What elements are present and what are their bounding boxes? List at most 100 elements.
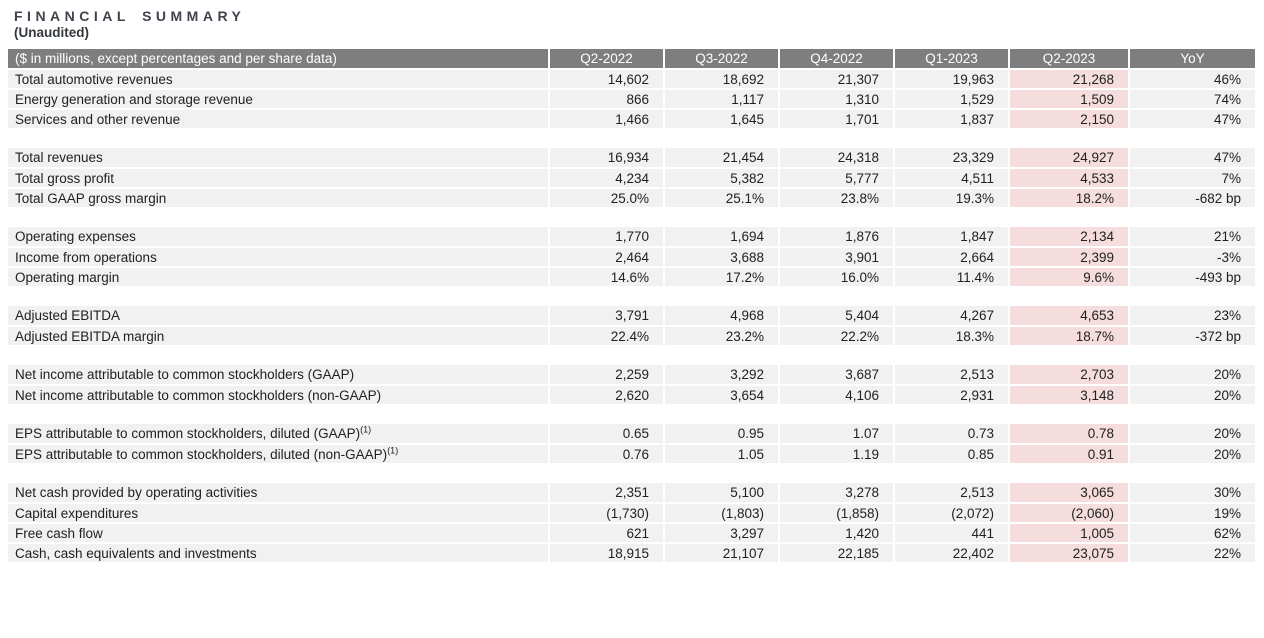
cell-yoy: 20% [1128,365,1255,386]
cell-value: 3,654 [663,385,779,406]
cell-yoy: 21% [1128,227,1255,248]
cell-value: 3,148 [1008,385,1129,406]
table-row: Cash, cash equivalents and investments 18… [8,543,1255,564]
column-header-q4-2022: Q4-2022 [778,49,894,70]
row-label: Adjusted EBITDA [8,306,549,327]
cell-value: 4,511 [893,168,1009,189]
table-row: Total revenues 16,934 21,454 24,318 23,329 24… [8,148,1255,169]
cell-value: 2,150 [1008,109,1129,130]
cell-value: 1,876 [778,227,894,248]
cell-value: 1,770 [548,227,664,248]
cell-value: 1,310 [778,89,894,110]
cell-yoy: 20% [1128,385,1255,406]
row-label: EPS attributable to common stockholders,… [8,424,549,445]
table-row: Total GAAP gross margin 25.0% 25.1% 23.8% 19… [8,188,1255,209]
cell-value: 2,931 [893,385,1009,406]
cell-value: 3,901 [778,247,894,268]
table-body: Total automotive revenues 14,602 18,692 21,… [8,69,1255,564]
cell-value: 2,464 [548,247,664,268]
cell-value: 3,297 [663,523,779,544]
cell-value: 1,694 [663,227,779,248]
cell-value: 621 [548,523,664,544]
cell-value: 23,329 [893,148,1009,169]
table-row: Net cash provided by operating activitie… [8,483,1255,504]
cell-value: (1,803) [663,503,779,524]
spacer-cell [8,346,1255,365]
row-label: Free cash flow [8,523,549,544]
row-label: Operating margin [8,267,549,288]
cell-yoy: 46% [1128,69,1255,90]
row-label: Total gross profit [8,168,549,189]
cell-value: 1,466 [548,109,664,130]
spacer-cell [8,464,1255,483]
cell-value: 866 [548,89,664,110]
cell-yoy: 47% [1128,109,1255,130]
row-label: Income from operations [8,247,549,268]
footnote-marker: (1) [387,445,399,455]
cell-value: 1,117 [663,89,779,110]
cell-value: 18.3% [893,326,1009,347]
financial-summary-page: FINANCIAL SUMMARY (Unaudited) ($ in mill… [8,8,1255,564]
table-row: Capital expenditures (1,730) (1,803) (1,858… [8,503,1255,524]
cell-value: 17.2% [663,267,779,288]
section-spacer [8,346,1255,365]
cell-value: 9.6% [1008,267,1129,288]
cell-value: 16,934 [548,148,664,169]
cell-yoy: 20% [1128,444,1255,465]
row-label: Net cash provided by operating activitie… [8,483,549,504]
financial-summary-table: ($ in millions, except percentages and p… [8,49,1255,564]
cell-value: 14.6% [548,267,664,288]
row-label: Capital expenditures [8,503,549,524]
cell-value: 22,402 [893,543,1009,564]
cell-value: 14,602 [548,69,664,90]
cell-value: 0.65 [548,424,664,445]
spacer-cell [8,208,1255,227]
cell-value: 0.78 [1008,424,1129,445]
section-spacer [8,405,1255,424]
cell-value: 2,620 [548,385,664,406]
table-row: Net income attributable to common stockh… [8,385,1255,406]
cell-value: 4,106 [778,385,894,406]
cell-value: 441 [893,523,1009,544]
table-row: Income from operations 2,464 3,688 3,901 2,6… [8,247,1255,268]
page-title: FINANCIAL SUMMARY [14,8,246,24]
table-row: Total automotive revenues 14,602 18,692 21,… [8,69,1255,90]
cell-value: (2,060) [1008,503,1129,524]
row-label: Energy generation and storage revenue [8,89,549,110]
cell-value: 18.2% [1008,188,1129,209]
column-header-q1-2023: Q1-2023 [893,49,1009,70]
cell-value: 0.76 [548,444,664,465]
table-row: Energy generation and storage revenue 866… [8,89,1255,110]
table-row: Services and other revenue 1,466 1,645 1,70… [8,109,1255,130]
spacer-cell [8,287,1255,306]
spacer-cell [8,405,1255,424]
table-row: EPS attributable to common stockholders,… [8,444,1255,465]
table-header: ($ in millions, except percentages and p… [8,49,1255,70]
section-spacer [8,464,1255,483]
table-row: Operating margin 14.6% 17.2% 16.0% 11.4% 9.6%… [8,267,1255,288]
cell-value: (1,730) [548,503,664,524]
cell-value: 1,509 [1008,89,1129,110]
cell-value: 23.2% [663,326,779,347]
cell-yoy: 19% [1128,503,1255,524]
row-label: Services and other revenue [8,109,549,130]
cell-value: 1.05 [663,444,779,465]
cell-yoy: -682 bp [1128,188,1255,209]
table-row: Adjusted EBITDA margin 22.4% 23.2% 22.2% 18.… [8,326,1255,347]
row-label: Net income attributable to common stockh… [8,385,549,406]
cell-value: 2,513 [893,365,1009,386]
cell-value: 21,307 [778,69,894,90]
row-label: Net income attributable to common stockh… [8,365,549,386]
cell-value: (1,858) [778,503,894,524]
cell-value: 2,703 [1008,365,1129,386]
cell-yoy: 30% [1128,483,1255,504]
column-header-q2-2022: Q2-2022 [548,49,664,70]
cell-value: 16.0% [778,267,894,288]
cell-value: 2,513 [893,483,1009,504]
cell-value: 3,688 [663,247,779,268]
cell-value: 25.0% [548,188,664,209]
section-spacer [8,129,1255,148]
cell-value: 1,005 [1008,523,1129,544]
column-header-q3-2022: Q3-2022 [663,49,779,70]
cell-value: 21,107 [663,543,779,564]
